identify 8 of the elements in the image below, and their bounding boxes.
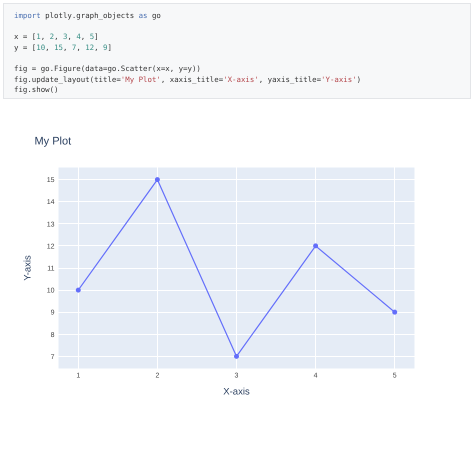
chart-title: My Plot	[34, 136, 72, 148]
point	[392, 310, 398, 315]
point	[154, 177, 160, 182]
x-axis-title: X-axis	[223, 386, 250, 398]
point	[313, 243, 318, 248]
y-axis-title: Y-axis	[22, 254, 34, 281]
point	[234, 354, 239, 359]
point	[76, 288, 81, 293]
